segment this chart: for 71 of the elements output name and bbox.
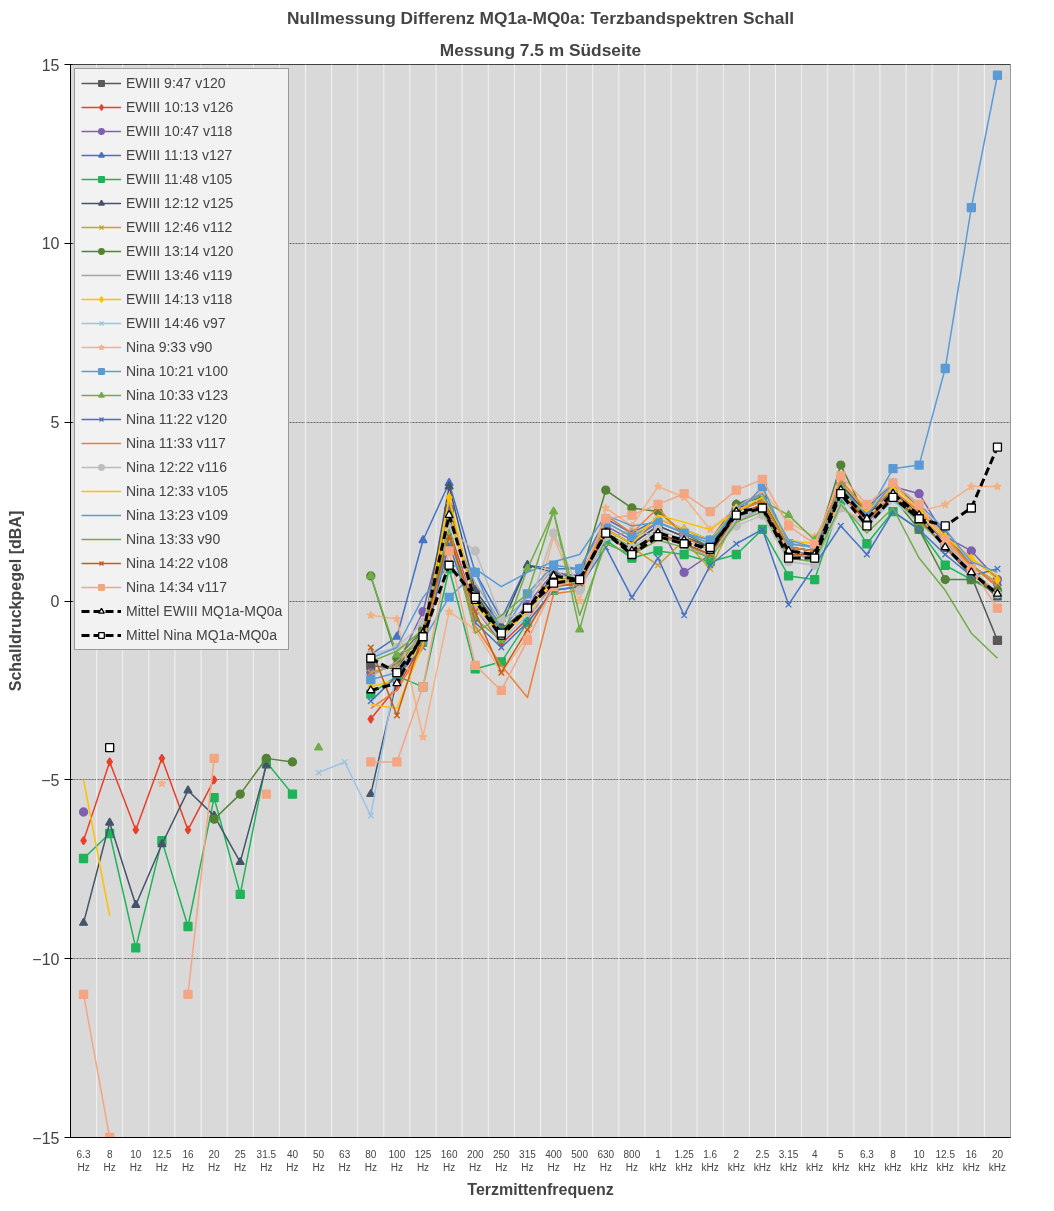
x-tick-label: 6.3 Hz bbox=[76, 1148, 91, 1173]
legend-label: Nina 11:22 v120 bbox=[126, 411, 227, 427]
x-tick-label: 5 kHz bbox=[832, 1148, 850, 1173]
x-tick-label: 20 Hz bbox=[208, 1148, 221, 1173]
x-tick-label: 63 Hz bbox=[338, 1148, 351, 1173]
x-tick-label: 8 kHz bbox=[884, 1148, 902, 1173]
x-tick-label: 500 Hz bbox=[571, 1148, 589, 1173]
legend-label: Nina 12:33 v105 bbox=[126, 483, 228, 499]
x-tick-label: 200 Hz bbox=[466, 1148, 484, 1173]
y-tick-label: 0 bbox=[50, 593, 60, 610]
legend-label: Nina 14:34 v117 bbox=[126, 579, 227, 595]
legend-label: Mittel Nina MQ1a-MQ0a bbox=[126, 627, 277, 643]
legend-label: Nina 9:33 v90 bbox=[126, 339, 213, 355]
legend-label: EWIII 11:48 v105 bbox=[126, 171, 233, 187]
legend-label: EWIII 10:13 v126 bbox=[126, 99, 234, 115]
legend-label: Nina 12:22 v116 bbox=[126, 459, 227, 475]
y-tick-label: −5 bbox=[41, 771, 60, 789]
legend-label: EWIII 9:47 v120 bbox=[126, 75, 226, 91]
legend-label: Nina 10:33 v123 bbox=[126, 387, 228, 403]
y-tick-label: −15 bbox=[32, 1129, 60, 1147]
legend-label: Nina 10:21 v100 bbox=[126, 363, 228, 379]
legend-label: Nina 13:23 v109 bbox=[126, 507, 228, 523]
x-tick-label: 630 Hz bbox=[597, 1148, 615, 1173]
y-axis-title: Schalldruckpegel [dBA] bbox=[7, 510, 25, 692]
x-tick-label: 4 kHz bbox=[806, 1148, 824, 1173]
legend-label: EWIII 12:12 v125 bbox=[126, 195, 234, 211]
x-tick-label: 31.5 Hz bbox=[256, 1148, 277, 1173]
legend-label: EWIII 13:14 v120 bbox=[126, 243, 234, 259]
x-tick-label: 25 Hz bbox=[234, 1148, 247, 1173]
x-tick-label: 250 Hz bbox=[492, 1148, 511, 1173]
x-tick-label: 800 Hz bbox=[623, 1148, 641, 1173]
x-tick-label: 3.15 kHz bbox=[778, 1148, 799, 1173]
y-tick-label: 5 bbox=[50, 414, 60, 432]
legend-label: Nina 14:22 v108 bbox=[126, 555, 228, 571]
legend-label: Nina 11:33 v117 bbox=[126, 435, 226, 451]
x-tick-label: 315 Hz bbox=[519, 1148, 537, 1173]
legend-label: EWIII 11:13 v127 bbox=[126, 147, 233, 163]
x-tick-label: 2.5 kHz bbox=[753, 1148, 772, 1173]
x-tick-label: 10 kHz bbox=[910, 1148, 928, 1173]
x-axis-title: Terzmittenfrequenz bbox=[467, 1180, 614, 1198]
legend-label: EWIII 12:46 v112 bbox=[126, 219, 233, 235]
legend-label: Mittel EWIII MQ1a-MQ0a bbox=[126, 603, 283, 619]
y-tick-label: −10 bbox=[32, 950, 60, 968]
x-tick-label: 16 kHz bbox=[962, 1148, 980, 1173]
chart-title: Nullmessung Differenz MQ1a-MQ0a: Terzbandspektren Schall bbox=[286, 7, 795, 28]
legend-label: EWIII 14:13 v118 bbox=[126, 291, 233, 307]
x-tick-label: 6.3 kHz bbox=[858, 1148, 876, 1173]
y-tick-label: 15 bbox=[41, 56, 60, 74]
x-tick-label: 40 Hz bbox=[286, 1148, 299, 1173]
x-tick-label: 80 Hz bbox=[364, 1148, 377, 1173]
x-tick-label: 16 Hz bbox=[181, 1148, 195, 1173]
legend-label: Nina 13:33 v90 bbox=[126, 531, 221, 547]
x-tick-label: 1.6 kHz bbox=[701, 1148, 719, 1173]
x-tick-label: 125 Hz bbox=[414, 1148, 432, 1173]
legend-label: EWIII 10:47 v118 bbox=[126, 123, 233, 139]
x-tick-label: 12.5 Hz bbox=[152, 1148, 173, 1173]
chart-subtitle: Messung 7.5 m Südseite bbox=[439, 39, 642, 60]
x-tick-label: 2 kHz bbox=[727, 1148, 745, 1173]
x-tick-label: 20 kHz bbox=[988, 1148, 1007, 1173]
legend-label: EWIII 13:46 v119 bbox=[126, 267, 233, 283]
x-tick-label: 160 Hz bbox=[440, 1148, 458, 1173]
x-tick-label: 8 Hz bbox=[103, 1148, 116, 1173]
x-tick-label: 1 kHz bbox=[649, 1148, 667, 1173]
x-tick-label: 100 Hz bbox=[388, 1148, 406, 1173]
legend-label: EWIII 14:46 v97 bbox=[126, 315, 226, 331]
x-tick-label: 50 Hz bbox=[312, 1148, 325, 1173]
x-tick-label: 12.5 kHz bbox=[935, 1148, 956, 1173]
x-tick-label: 400 Hz bbox=[545, 1148, 563, 1173]
x-tick-label: 1.25 kHz bbox=[674, 1148, 695, 1173]
x-tick-label: 10 Hz bbox=[129, 1148, 142, 1173]
y-tick-label: 10 bbox=[41, 235, 60, 253]
